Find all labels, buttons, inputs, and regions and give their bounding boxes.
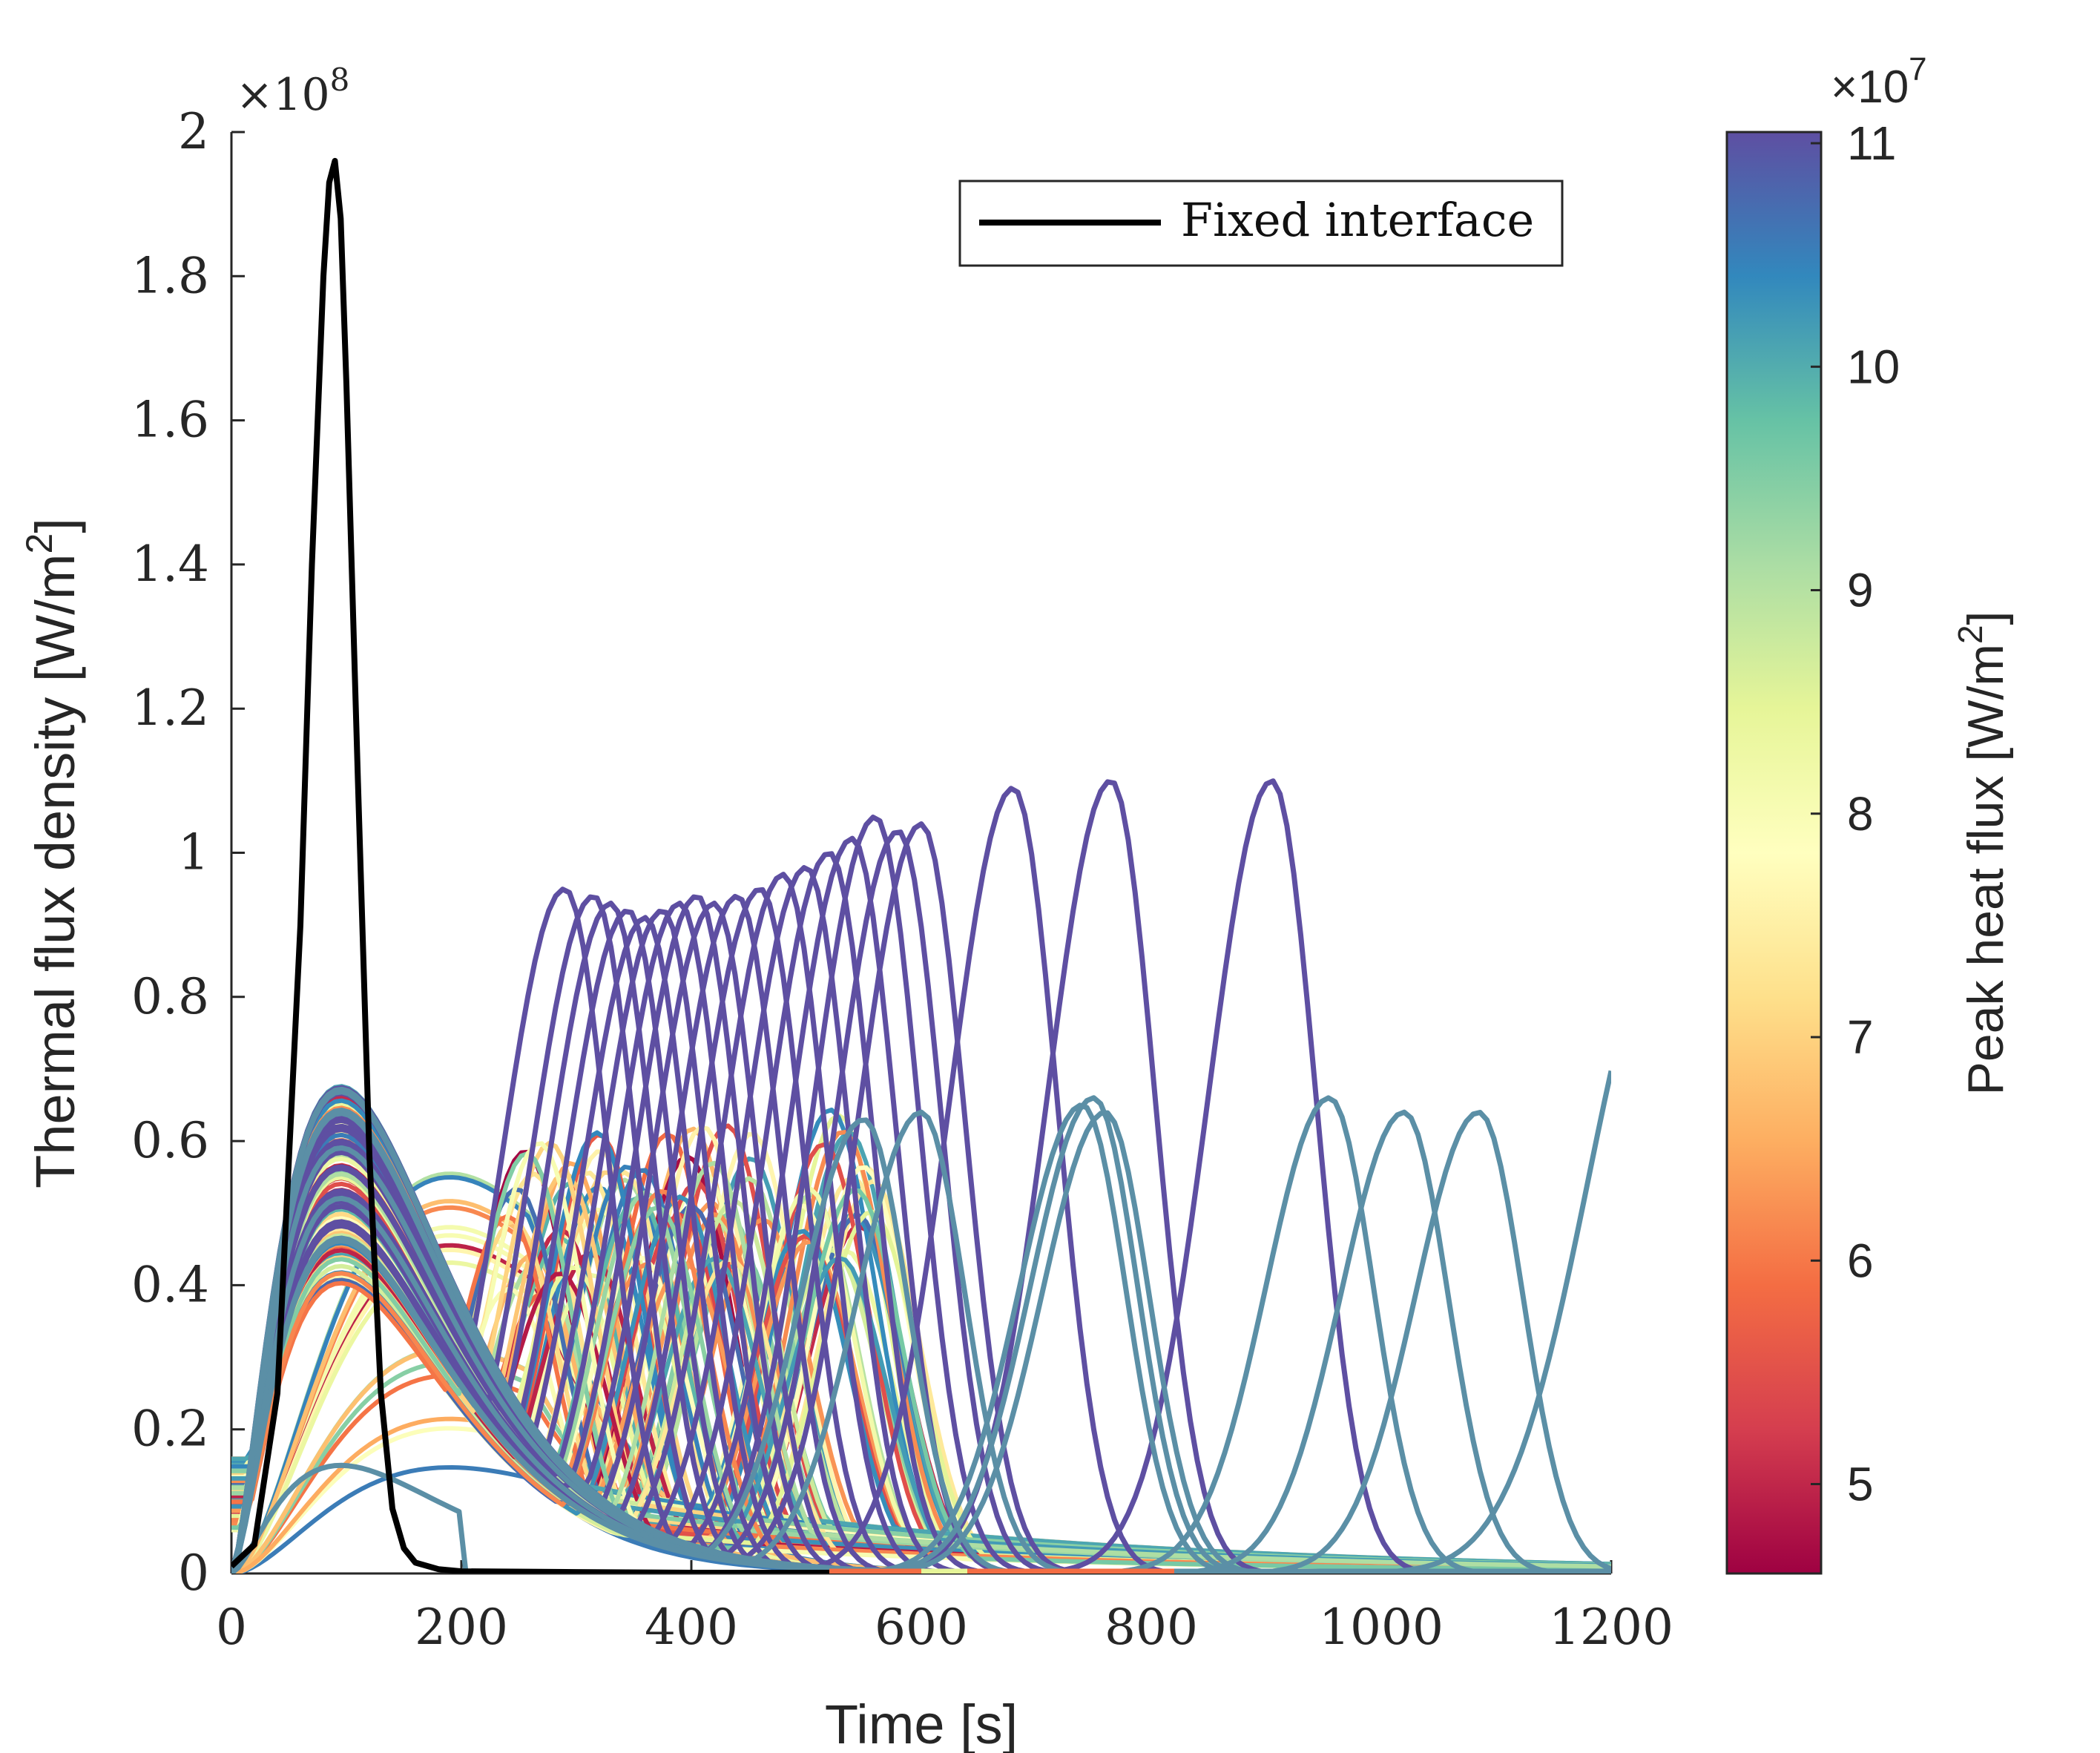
x-axis-label: Time [s] [825,1694,1018,1753]
colorbar: 5 6 7 8 9 10 11 ×107 Peak heat flux [W/m2] [1725,51,2014,1575]
colorbar-tick-label: 9 [1847,564,1874,617]
colorbar-label-sup: 2 [1951,625,1989,644]
x-tick-label: 600 [875,1599,968,1656]
y-tick-label: 0.6 [131,1112,209,1169]
colorbar-tick-label: 8 [1847,787,1874,841]
y-tick-label: 0.8 [131,968,209,1025]
y-tick-label: 1.4 [131,536,209,593]
x-ticks: 0 200 400 600 800 1000 1200 [216,1560,1673,1656]
legend-label: Fixed interface [1181,193,1534,247]
colorbar-tick-label: 11 [1847,116,1896,170]
x-tick-label: 200 [415,1599,508,1656]
series-line-peaked_mid [231,1102,1611,1573]
y-tick-label: 1.8 [131,247,209,304]
y-ticks: 0 0.2 0.4 0.6 0.8 1 1.2 1.4 1.6 1.8 2 [131,103,245,1602]
x-tick-label: 0 [216,1599,247,1656]
y-axis-label-sup: 2 [19,533,60,554]
fixed-interface-curve [231,157,1611,1573]
colorbar-tick-label: 5 [1847,1458,1874,1511]
legend: Fixed interface [958,180,1564,267]
flux-curves [231,778,1611,1573]
x-tick-label: 1000 [1319,1599,1444,1656]
y-tick-label: 0 [178,1545,209,1602]
y-axis-label-close: ] [24,518,86,533]
y-tick-label: 0.2 [131,1401,209,1458]
y-tick-label: 2 [178,103,209,160]
series-line-peaked_high [231,865,1611,1573]
x-tick-label: 800 [1105,1599,1198,1656]
y-tick-label: 1 [178,824,209,881]
y-tick-label: 1.2 [131,680,209,737]
y-multiplier-exponent: 8 [330,62,350,98]
colorbar-gradient [1725,131,1823,1575]
y-tick-label: 1.6 [131,392,209,449]
colorbar-tick-label: 7 [1847,1010,1874,1064]
y-multiplier: ×108 [236,62,349,121]
colorbar-multiplier-exponent: 7 [1909,51,1926,88]
colorbar-tick-label: 6 [1847,1234,1874,1287]
y-axis-label: Thermal flux density [W/m2] [19,518,86,1188]
colorbar-multiplier: ×107 [1831,51,1927,113]
x-tick-label: 400 [645,1599,738,1656]
colorbar-ticks: 5 6 7 8 9 10 11 [1811,116,1900,1511]
colorbar-label: Peak heat flux [W/m2] [1951,611,2014,1096]
series-line-peaked_mid [231,1089,1611,1573]
x-tick-label: 1200 [1549,1599,1673,1656]
fixed-interface-line [231,157,829,1573]
y-tick-label: 0.4 [131,1256,209,1313]
colorbar-label-close: ] [1958,611,2014,625]
colorbar-tick-label: 10 [1847,340,1900,393]
